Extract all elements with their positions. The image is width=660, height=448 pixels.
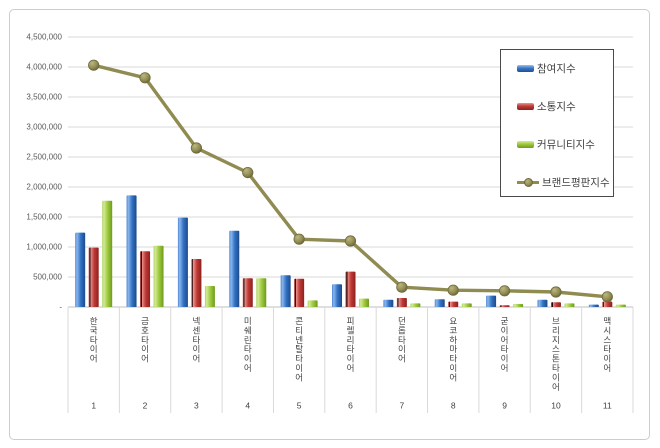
legend-swatch-line-marker-icon xyxy=(517,177,539,187)
bar xyxy=(229,230,240,307)
bar xyxy=(294,278,305,307)
line-marker-icon xyxy=(447,284,459,296)
chart-legend: 참여지수 소통지수 커뮤니티지수 브랜드평판지수 xyxy=(500,49,614,197)
legend-swatch-red-icon xyxy=(517,102,534,110)
line-marker-icon xyxy=(550,286,562,298)
y-tick-label: 1,500,000 xyxy=(26,213,62,222)
bar xyxy=(564,303,575,307)
y-tick-label: - xyxy=(59,303,62,312)
legend-swatch-blue-icon xyxy=(517,64,534,72)
bar xyxy=(486,295,497,307)
category-number: 3 xyxy=(194,401,199,411)
line-marker-icon xyxy=(396,281,408,293)
line-marker-icon xyxy=(190,142,203,154)
y-tick-label: 2,000,000 xyxy=(26,183,62,192)
bar-series xyxy=(75,195,626,307)
bar xyxy=(615,304,626,307)
bar xyxy=(345,271,356,307)
bar xyxy=(177,217,188,307)
bar xyxy=(383,299,394,307)
legend-item-brand-index: 브랜드평판지수 xyxy=(517,175,610,189)
bar xyxy=(242,278,253,307)
legend-label: 커뮤니티지수 xyxy=(537,138,595,151)
line-marker-icon xyxy=(88,59,100,71)
line-marker-icon xyxy=(139,72,151,84)
bar xyxy=(448,301,459,307)
category-number: 6 xyxy=(348,401,353,411)
legend-swatch-green-icon xyxy=(517,140,534,148)
legend-item-community: 커뮤니티지수 xyxy=(517,137,595,151)
bar xyxy=(461,303,472,307)
bar xyxy=(280,275,291,307)
legend-item-participation: 참여지수 xyxy=(517,61,576,75)
category-number: 9 xyxy=(502,401,507,411)
line-marker-icon xyxy=(242,167,254,179)
y-tick-label: 3,500,000 xyxy=(26,93,62,102)
line-marker-icon xyxy=(344,235,357,247)
bar xyxy=(140,251,151,307)
line-series xyxy=(88,59,613,303)
bar xyxy=(499,305,510,307)
bar xyxy=(153,245,164,307)
y-tick-label: 4,000,000 xyxy=(26,63,62,72)
line-marker-icon xyxy=(498,285,511,297)
category-number: 4 xyxy=(245,401,250,411)
line-marker-icon xyxy=(293,233,305,245)
bar xyxy=(88,247,99,307)
bar xyxy=(191,259,202,307)
y-tick-label: 2,500,000 xyxy=(26,153,62,162)
bar xyxy=(602,301,613,307)
bar xyxy=(588,304,599,307)
category-number: 10 xyxy=(551,401,561,411)
bar xyxy=(332,284,342,307)
category-number: 8 xyxy=(451,401,456,411)
bar xyxy=(102,200,113,307)
y-tick-label: 1,000,000 xyxy=(26,243,62,252)
category-number: 11 xyxy=(603,401,612,411)
bar xyxy=(204,286,215,307)
bar xyxy=(513,304,524,307)
bar xyxy=(434,299,445,307)
bar xyxy=(256,278,267,307)
line-marker-icon xyxy=(601,291,613,303)
category-number: 2 xyxy=(143,401,148,411)
legend-label: 소통지수 xyxy=(537,100,576,113)
bar-series-0 xyxy=(75,195,599,307)
bar-series-2 xyxy=(102,200,626,307)
y-axis-labels: 4,500,000 4,000,000 3,500,000 3,000,000 2,50… xyxy=(26,33,62,312)
bar xyxy=(396,298,407,307)
category-number: 7 xyxy=(399,401,404,411)
bar xyxy=(410,303,421,307)
legend-label: 참여지수 xyxy=(537,62,576,75)
bar-series-1 xyxy=(88,247,613,307)
bar xyxy=(537,299,548,307)
legend-item-communication: 소통지수 xyxy=(517,99,576,113)
bar xyxy=(126,195,137,307)
bar xyxy=(550,302,561,307)
category-number: 5 xyxy=(297,401,302,411)
y-tick-label: 500,000 xyxy=(33,273,62,282)
y-tick-label: 3,000,000 xyxy=(26,123,62,132)
x-axis-labels: 한 국 타 이 어 1 금 호 타 이 어 2 넥 센 타 이 어 3 미 쉐 린 타 이 어 4 콘 티 넨 탈 타 이 어 5 피 렐 리 타 이 어 6… xyxy=(90,316,612,411)
legend-label: 브랜드평판지수 xyxy=(542,176,610,189)
bar xyxy=(359,298,369,307)
bar xyxy=(307,300,318,307)
y-tick-label: 4,500,000 xyxy=(26,33,62,42)
bar xyxy=(75,232,86,307)
category-number: 1 xyxy=(91,401,96,411)
